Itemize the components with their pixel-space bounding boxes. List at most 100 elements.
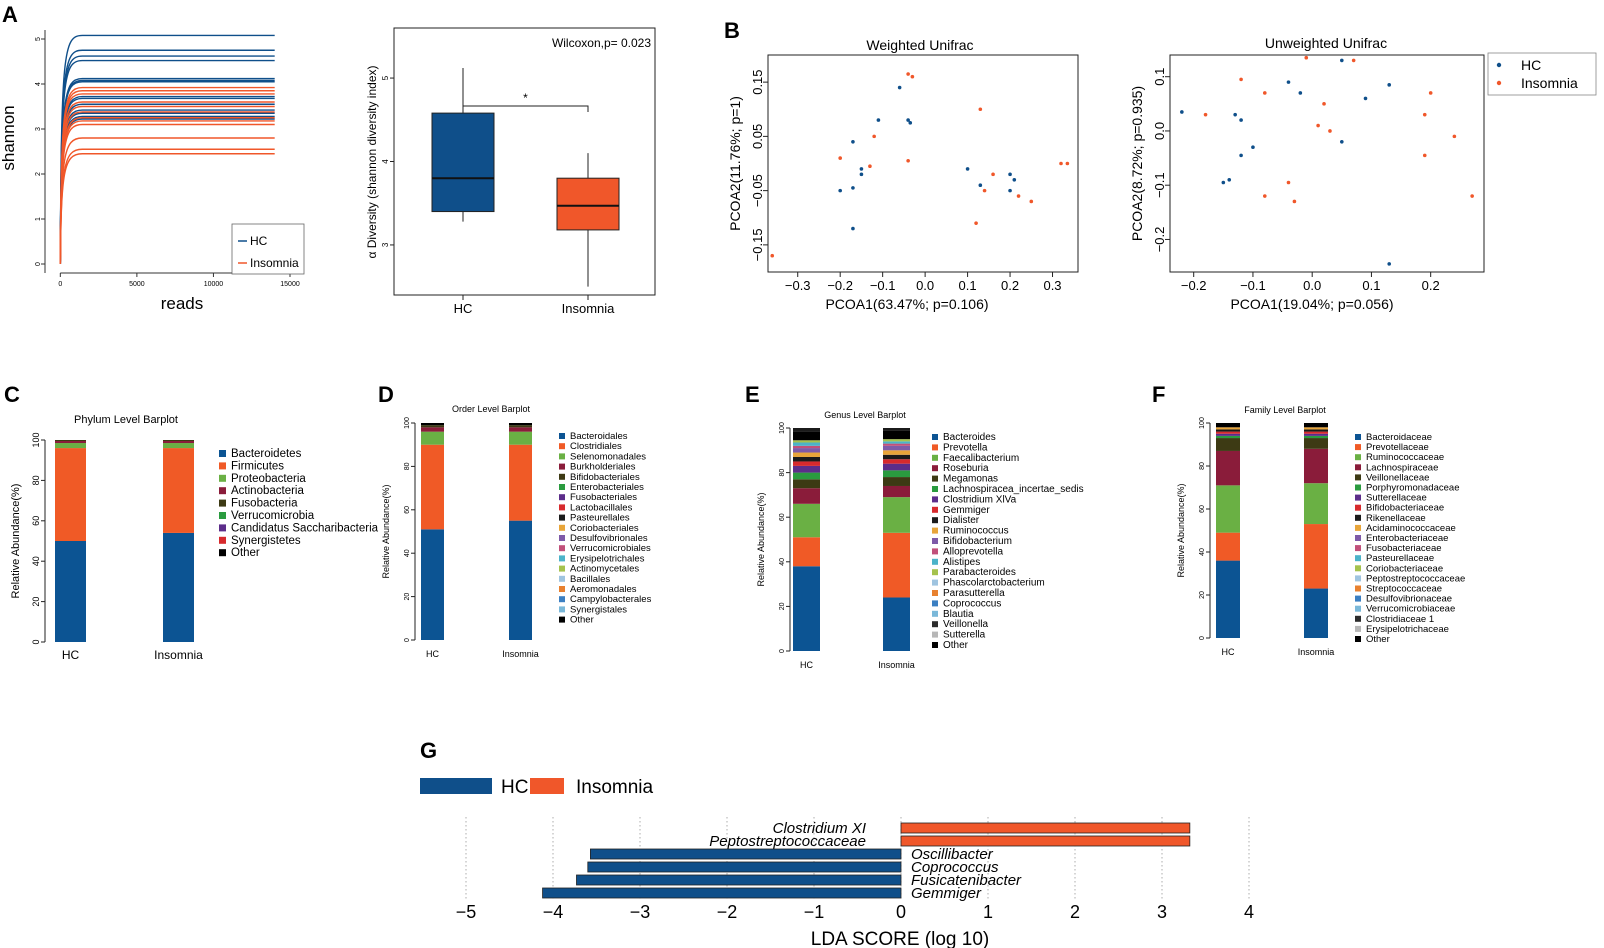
legend-label: Bifidobacteriaceae <box>1366 503 1444 514</box>
legend-swatch <box>219 474 226 482</box>
legend-label: Clostridiales <box>570 441 622 452</box>
legend-swatch <box>559 545 565 552</box>
panel-label-f: F <box>1152 382 1165 407</box>
legend-label: Actinomycetales <box>570 564 639 575</box>
legend-label: Lachnospiracea_incertae_sedis <box>943 484 1084 495</box>
legend-swatch <box>932 610 938 617</box>
legend-swatch <box>1355 595 1361 602</box>
legend-swatch <box>1355 636 1361 642</box>
panel-label-g: G <box>420 738 437 763</box>
legend-swatch <box>932 621 938 628</box>
data-point <box>838 156 842 160</box>
x-tick-label: HC <box>1222 647 1235 657</box>
legend-label: Coprococcus <box>943 598 1001 609</box>
legend-swatch <box>219 549 226 557</box>
stacked-segment <box>1304 438 1328 449</box>
legend-label: Insomnia <box>1521 75 1578 91</box>
legend-swatch <box>559 555 565 562</box>
legend-label: HC <box>1521 57 1541 73</box>
wilcoxon-annotation: Wilcoxon,p= 0.023 <box>552 36 651 50</box>
data-point <box>1340 140 1344 144</box>
y-tick-label: 5 <box>35 37 42 41</box>
y-tick-label: 0 <box>404 638 411 642</box>
data-point <box>1304 55 1309 60</box>
y-tick-label: −0.15 <box>750 228 765 261</box>
panel-label-d: D <box>378 382 394 407</box>
y-tick-label: 1 <box>35 217 42 221</box>
x-tick-label: 0.1 <box>1362 278 1380 293</box>
y-tick-label: 40 <box>404 549 411 557</box>
x-tick-label: −0.1 <box>1240 278 1266 293</box>
data-point <box>1227 177 1232 182</box>
legend-swatch <box>559 575 565 582</box>
x-tick-label: −0.1 <box>870 278 896 293</box>
x-tick-label: 4 <box>1244 902 1254 922</box>
stacked-segment <box>1304 433 1328 436</box>
legend-label: Enterobacteriaceae <box>1366 533 1448 544</box>
legend-swatch <box>1355 514 1361 521</box>
legend-swatch <box>932 486 938 492</box>
stacked-segment <box>163 443 194 449</box>
legend-swatch-insomnia <box>530 778 564 794</box>
plot-frame <box>1169 54 1485 273</box>
legend-swatch <box>1355 535 1361 541</box>
y-tick-label: 0 <box>779 649 786 653</box>
legend-label: Fusobacteriales <box>570 492 637 503</box>
legend-label: Prevotellaceae <box>1366 442 1429 453</box>
legend-swatch <box>932 590 938 596</box>
stacked-segment <box>55 541 86 642</box>
legend-swatch <box>1355 585 1361 592</box>
y-tick-label: 100 <box>1199 417 1206 429</box>
x-tick-label: 3 <box>1157 902 1167 922</box>
data-point <box>1363 96 1368 101</box>
panel-b-unweighted-pcoa: Unweighted Unifrac −0.2 −0.1 0.0 0.1 0.2 −0.2 −… <box>1129 35 1597 312</box>
legend-swatch <box>559 565 565 572</box>
legend-swatch <box>559 463 565 470</box>
x-tick-label: 0.1 <box>959 278 977 293</box>
legend-swatch <box>932 434 938 440</box>
legend-swatch <box>559 473 565 480</box>
legend-label: Clostridium XlVa <box>943 494 1017 505</box>
data-point <box>1351 58 1356 63</box>
stacked-segment <box>1216 427 1240 430</box>
legend-label: Clostridiaceae 1 <box>1366 614 1434 625</box>
stacked-segment <box>1216 532 1240 561</box>
stacked-segment <box>883 485 910 498</box>
y-tick-label: 80 <box>31 475 41 485</box>
lda-bar-label: Gemmiger <box>911 885 982 902</box>
panel-label-e: E <box>745 382 760 407</box>
legend-swatch <box>932 454 938 461</box>
data-point <box>851 186 855 190</box>
x-tick-label: HC <box>426 649 439 659</box>
legend-swatch <box>219 462 226 470</box>
legend-label: Faecalibacterium <box>943 453 1019 464</box>
legend-swatch <box>1355 444 1361 451</box>
data-point <box>1387 262 1392 266</box>
y-tick-label: 0.0 <box>1152 122 1167 140</box>
stacked-segment <box>793 442 820 446</box>
y-tick-label: 0.1 <box>1152 68 1167 86</box>
y-axis-title: PCOA2(8.72%; p=0.935) <box>1129 86 1145 241</box>
data-point <box>1452 134 1457 139</box>
legend-label: Fusobacteriaceae <box>1366 543 1442 554</box>
data-point <box>965 167 970 171</box>
data-point <box>1262 91 1267 95</box>
legend-label: Phascolarctobacterium <box>943 578 1045 589</box>
stacked-segment <box>793 456 820 462</box>
data-point <box>1029 199 1034 204</box>
stacked-segment <box>793 461 820 466</box>
legend-swatch <box>559 504 565 511</box>
stacked-segment <box>55 441 86 444</box>
legend-label: Selenomonadales <box>570 451 646 462</box>
legend-label: Lachnospiraceae <box>1366 462 1438 473</box>
legend-label: Peptostreptococcaceae <box>1366 573 1465 584</box>
data-point <box>910 74 915 79</box>
x-tick-label: 15000 <box>280 281 300 288</box>
x-axis-title: LDA SCORE (log 10) <box>811 929 989 948</box>
y-tick-label: 4 <box>381 159 390 164</box>
legend-label: Other <box>943 640 969 651</box>
legend-swatch <box>932 475 938 482</box>
legend-label: Insomnia <box>250 256 299 270</box>
data-point <box>859 167 864 171</box>
y-tick-label: 4 <box>35 82 42 86</box>
